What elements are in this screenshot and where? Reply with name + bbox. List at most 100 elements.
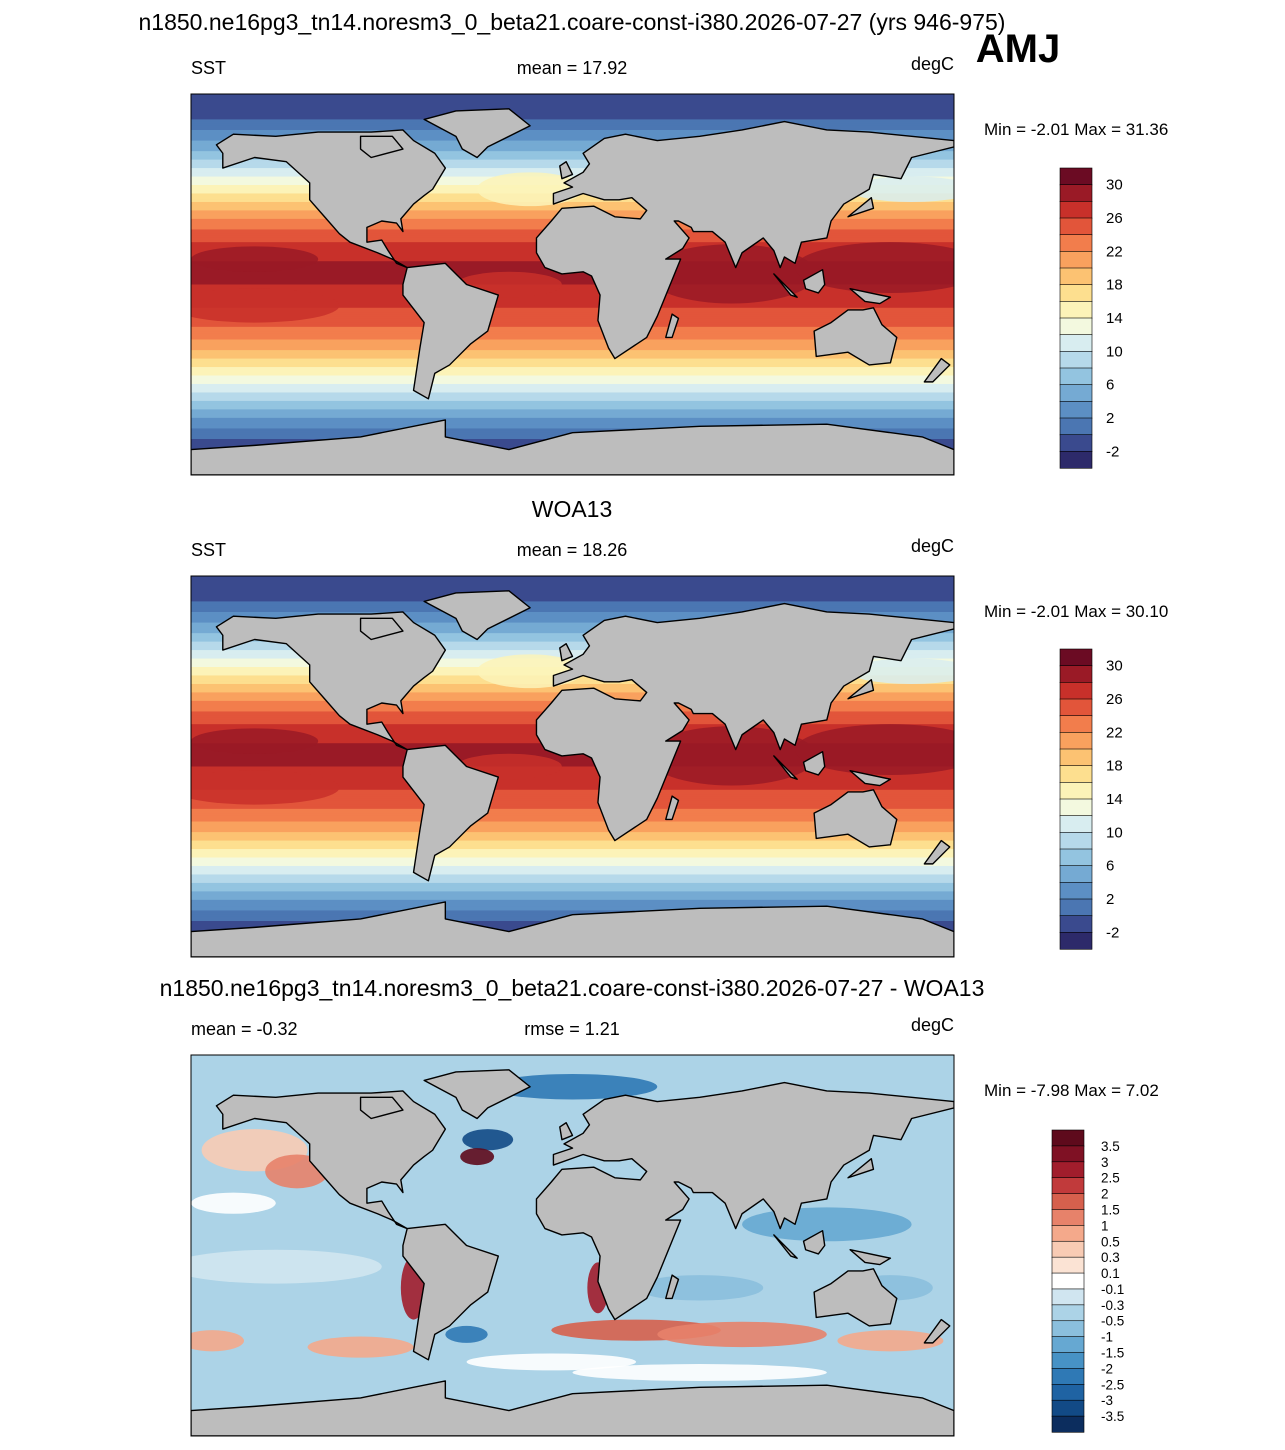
sst-band [191,857,954,861]
sst-band [191,885,954,888]
land [847,1158,875,1179]
sst-band [191,299,954,303]
sst-band [191,377,954,381]
sst-band [191,576,954,579]
land [802,750,826,776]
sst-band [191,383,954,387]
sst-band [191,201,954,205]
sst-band [191,115,954,118]
sst-band [191,899,954,903]
colorbar-label: -3 [1101,1393,1113,1408]
land [923,839,951,865]
sst-band [191,326,954,330]
sst-feature [191,246,319,272]
sst-band [191,121,954,125]
colorbar-label: 0.1 [1101,1266,1120,1281]
sst-band [191,398,954,402]
land [535,602,954,842]
colorbar-label: 1.5 [1101,1202,1120,1217]
sst-band [191,882,954,886]
sst-band [191,849,954,852]
sst-band [191,853,954,856]
sst-band [191,686,954,689]
colorbar-label: -1.5 [1101,1346,1124,1361]
diff-feature [837,1330,944,1352]
sst-band [191,760,954,763]
colorbar-box [1059,351,1093,369]
colorbar-box [1059,882,1093,900]
colorbar-box [1059,798,1093,817]
sst-band [191,597,954,600]
min-max-label: Min = -7.98 Max = 7.02 [984,1081,1159,1100]
sst-band [191,772,954,776]
sst-band [191,328,954,332]
sst-band [191,813,954,816]
colorbar-box [1059,932,1093,950]
diff-feature [460,1148,495,1166]
sst-band [191,113,954,116]
sst-band [191,897,954,901]
sst-band [191,301,954,305]
sst-band [191,794,954,797]
colorbar-box [1051,1288,1085,1306]
panel-units: degC [911,1015,954,1035]
sst-band [191,815,954,818]
sst-band [191,643,954,647]
sst-band [191,603,954,607]
sst-band [191,647,954,651]
land [191,419,954,475]
colorbar-label: 6 [1106,858,1114,875]
colorbar-box [1059,848,1093,867]
colorbar-label: 0.3 [1101,1250,1120,1265]
sst-band [191,159,954,163]
panel-center-label: mean = 18.26 [517,540,628,560]
sst-band [191,168,954,171]
colorbar-box [1051,1304,1085,1322]
panel: WOA13 SST mean = 18.26 degC Min = -2.01 Max … [190,496,1168,958]
sst-band [191,865,954,869]
sst-band [191,426,954,430]
sst-band [191,832,954,835]
sst-band [191,132,954,135]
sst-band [191,142,954,146]
sst-band [191,324,954,328]
sst-band [191,592,954,596]
map-frame [190,1054,955,1437]
sst-band [191,821,954,825]
colorbar-label: 6 [1106,377,1114,394]
colorbar-label: 18 [1106,758,1123,775]
colorbar-label: 18 [1106,277,1123,294]
sst-band [191,635,954,638]
sst-band [191,830,954,833]
sst-band [191,851,954,854]
sst-band [191,392,954,396]
sst-band [191,650,954,653]
sst-band [191,844,954,848]
sst-band [191,117,954,120]
land [423,1069,531,1120]
land [923,357,951,383]
land [773,273,798,298]
colorbar-label: 10 [1106,343,1123,360]
colorbar-box [1059,715,1093,733]
sst-band [191,633,954,636]
colorbar-box [1059,284,1093,302]
sst-band [191,411,954,415]
colorbar-label: 22 [1106,243,1123,260]
colorbar-box [1059,665,1093,683]
sst-band [191,639,954,643]
colorbar-box [1051,1240,1085,1258]
sst-band [191,588,954,592]
colorbar-box [1059,698,1093,717]
sst-band [191,870,954,873]
sst-band [191,624,954,628]
sst-band [191,827,954,831]
colorbar-box [1051,1399,1085,1417]
sst-band [191,424,954,427]
sst-band [191,129,954,133]
colorbar-box [1059,334,1093,352]
sst-band [191,766,954,770]
land [665,1274,680,1300]
panel-title: n1850.ne16pg3_tn14.noresm3_0_beta21.coar… [160,975,985,1001]
colorbar-box [1059,367,1093,386]
